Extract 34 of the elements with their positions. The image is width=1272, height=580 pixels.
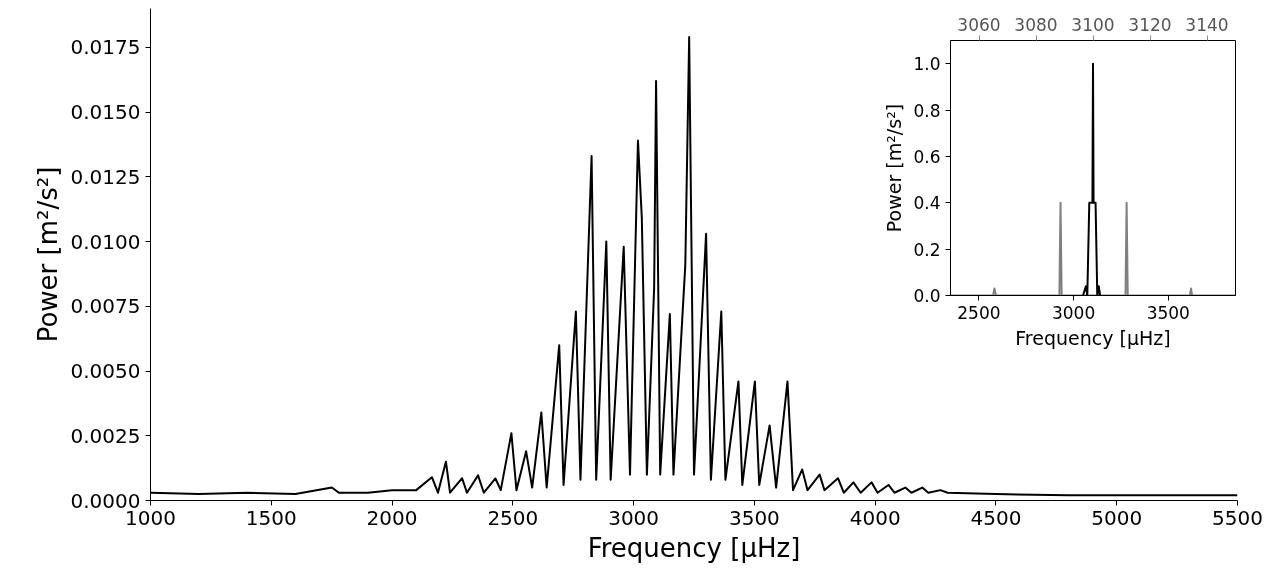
x-tick-label: 2000 (366, 505, 418, 530)
x2-tick-label: 3100 (1071, 14, 1115, 35)
y-tick-label: 0.6 (913, 146, 941, 167)
y-tick-label: 1.0 (913, 54, 941, 75)
x-tick-label: 4500 (970, 505, 1022, 530)
x-tick-label: 3500 (728, 505, 780, 530)
y-tick-label: 0.0075 (70, 294, 141, 319)
x-tick-label: 5000 (1091, 505, 1143, 530)
y-tick-label: 0.0125 (70, 164, 141, 189)
y-tick-label: 0.0050 (70, 359, 141, 384)
x-tick-label: 3500 (1146, 302, 1190, 323)
y-tick-label: 0.2 (913, 239, 941, 260)
x2-tick-label: 3080 (1014, 14, 1058, 35)
x2-tick-label: 3140 (1185, 14, 1229, 35)
y-tick-label: 0.4 (913, 193, 941, 214)
x-tick-label: 4000 (849, 505, 901, 530)
y-tick-label: 0.0175 (70, 35, 141, 60)
x2-tick-label: 3060 (957, 14, 1001, 35)
x-tick-label: 1500 (245, 505, 297, 530)
x-axis-title: Frequency [μHz] (1015, 326, 1171, 349)
x2-tick-label: 3120 (1128, 14, 1172, 35)
y-tick-label: 0.0025 (70, 423, 141, 448)
x-tick-label: 2500 (487, 505, 539, 530)
y-axis-title: Power [m²/s²] (883, 103, 906, 233)
y-tick-label: 0.8 (913, 100, 941, 121)
x-tick-label: 3000 (608, 505, 660, 530)
x-axis-title: Frequency [μHz] (587, 532, 801, 563)
y-tick-label: 0.0100 (70, 229, 141, 254)
x-tick-label: 3000 (1051, 302, 1096, 323)
y-axis-title: Power [m²/s²] (32, 166, 63, 343)
x-tick-label: 5500 (1212, 505, 1263, 530)
x-tick-label: 2500 (957, 302, 1001, 323)
y-tick-label: 0.0150 (70, 100, 141, 125)
y-tick-label: 0.0 (913, 286, 941, 306)
